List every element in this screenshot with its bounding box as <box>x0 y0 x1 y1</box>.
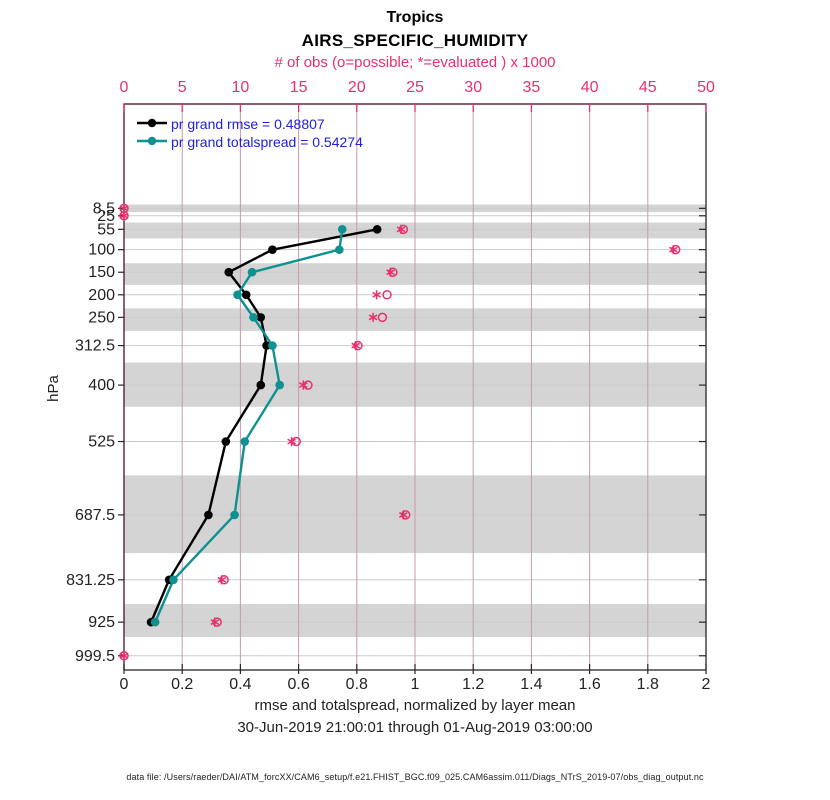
obs-evaluated-marker <box>386 269 395 276</box>
time-range-label: 30-Jun-2019 21:00:01 through 01-Aug-2019… <box>237 719 593 736</box>
top-tick-label: 0 <box>120 79 129 96</box>
top-tick-label: 25 <box>406 79 424 96</box>
obs-evaluated-marker <box>217 576 227 583</box>
top-tick-label: 45 <box>639 79 657 96</box>
bottom-tick-label: 0 <box>120 676 129 693</box>
pr-grand-rmse-point <box>372 225 382 234</box>
obs-evaluated-marker <box>119 205 129 212</box>
y-tick-label: 25 <box>97 208 115 225</box>
x-axis-label: rmse and totalspread, normalized by laye… <box>254 697 576 714</box>
y-tick-label: 100 <box>88 242 115 259</box>
plot-title-region: Tropics <box>386 9 444 26</box>
pr-grand-totalspread-point <box>233 290 242 300</box>
obs-evaluated-marker <box>298 382 308 389</box>
data-file-note: data file: /Users/raeder/DAI/ATM_forcXX/… <box>126 772 704 782</box>
top-tick-label: 30 <box>464 79 482 96</box>
obs-possible-marker <box>400 510 411 520</box>
obs-evaluated-marker <box>210 619 220 626</box>
pr-grand-totalspread-point <box>150 617 160 627</box>
pr-grand-rmse-point <box>224 267 234 277</box>
legend-marker-sample <box>147 136 157 146</box>
obs-evaluated-marker <box>368 314 378 321</box>
y-tick-label: 250 <box>88 309 115 326</box>
obs-possible-marker <box>670 244 681 255</box>
obs-possible-marker <box>219 575 229 585</box>
y-tick-label: 831.25 <box>66 572 115 589</box>
pr-grand-totalspread-point <box>169 575 178 585</box>
bottom-tick-label: 1.2 <box>462 676 484 693</box>
y-tick-label: 55 <box>97 221 115 238</box>
pr-grand-totalspread-point <box>249 313 258 322</box>
top-tick-label: 20 <box>348 79 366 96</box>
bottom-tick-label: 1 <box>411 676 420 693</box>
top-tick-label: 35 <box>523 79 541 96</box>
pr-grand-totalspread-point <box>337 225 347 234</box>
y-tick-label: 525 <box>88 434 115 451</box>
top-tick-label: 5 <box>178 79 187 96</box>
obs-evaluated-marker <box>287 438 296 445</box>
y-tick-label: 400 <box>88 377 115 394</box>
y-tick-label: 312.5 <box>75 338 115 355</box>
obs-evaluated-marker <box>396 226 406 233</box>
pr-grand-rmse-point <box>241 290 251 300</box>
top-axis-label: # of obs (o=possible; *=evaluated ) x 10… <box>274 54 556 71</box>
obs-evaluated-marker <box>669 246 678 253</box>
top-tick-label: 15 <box>290 79 308 96</box>
obs-evaluated-marker <box>119 212 129 219</box>
y-tick-label: 8.5 <box>93 200 115 217</box>
pr-grand-totalspread-point <box>247 267 257 277</box>
top-tick-label: 40 <box>581 79 599 96</box>
obs-evaluated-marker <box>351 342 360 349</box>
obs-evaluated-marker <box>372 291 381 298</box>
pr-grand-totalspread-point <box>268 341 277 350</box>
pr-grand-totalspread-point <box>240 437 250 446</box>
obs-possible-marker <box>388 267 398 277</box>
obs-possible-marker <box>398 224 409 235</box>
y-tick-label: 200 <box>88 287 115 304</box>
y-axis-label: hPa <box>44 375 62 402</box>
pr-grand-rmse-point <box>256 380 266 390</box>
pr-grand-rmse-point <box>221 437 231 446</box>
pr-grand-totalspread-point <box>275 380 284 390</box>
y-tick-label: 999.5 <box>75 648 115 665</box>
pr-grand-totalspread-point <box>230 510 239 520</box>
obs-evaluated-marker <box>119 652 129 659</box>
top-tick-label: 10 <box>232 79 250 96</box>
y-tick-label: 925 <box>88 614 115 631</box>
bottom-tick-label: 1.4 <box>520 676 542 693</box>
obs-possible-marker <box>212 617 222 627</box>
obs-possible-marker <box>382 290 392 300</box>
legend-entry-totalspread: pr grand totalspread = 0.54274 <box>171 134 363 150</box>
bottom-tick-label: 1.8 <box>637 676 659 693</box>
obs-possible-marker <box>353 340 363 351</box>
obs-possible-marker <box>377 312 388 323</box>
pr-grand-totalspread-point <box>335 245 344 254</box>
plot-title-variable: AIRS_SPECIFIC_HUMIDITY <box>301 31 529 50</box>
pr-grand-rmse-point <box>204 510 213 520</box>
pr-grand-totalspread-line <box>154 229 344 623</box>
pr-grand-rmse-point <box>268 245 277 254</box>
y-tick-label: 687.5 <box>75 507 115 524</box>
bottom-tick-label: 0.8 <box>346 676 368 693</box>
bottom-tick-label: 0.2 <box>171 676 193 693</box>
y-tick-label: 150 <box>88 264 115 281</box>
obs-evaluated-marker <box>399 511 408 518</box>
bottom-tick-label: 1.6 <box>578 676 600 693</box>
legend-marker-sample <box>147 118 157 128</box>
pr-grand-rmse-point <box>256 313 266 322</box>
legend-entry-rmse: pr grand rmse = 0.48807 <box>171 116 325 132</box>
bottom-tick-label: 0.4 <box>229 676 251 693</box>
pr-grand-rmse-line <box>149 228 378 623</box>
bottom-tick-label: 2 <box>702 676 711 693</box>
bottom-tick-label: 0.6 <box>287 676 309 693</box>
top-tick-label: 50 <box>697 79 715 96</box>
